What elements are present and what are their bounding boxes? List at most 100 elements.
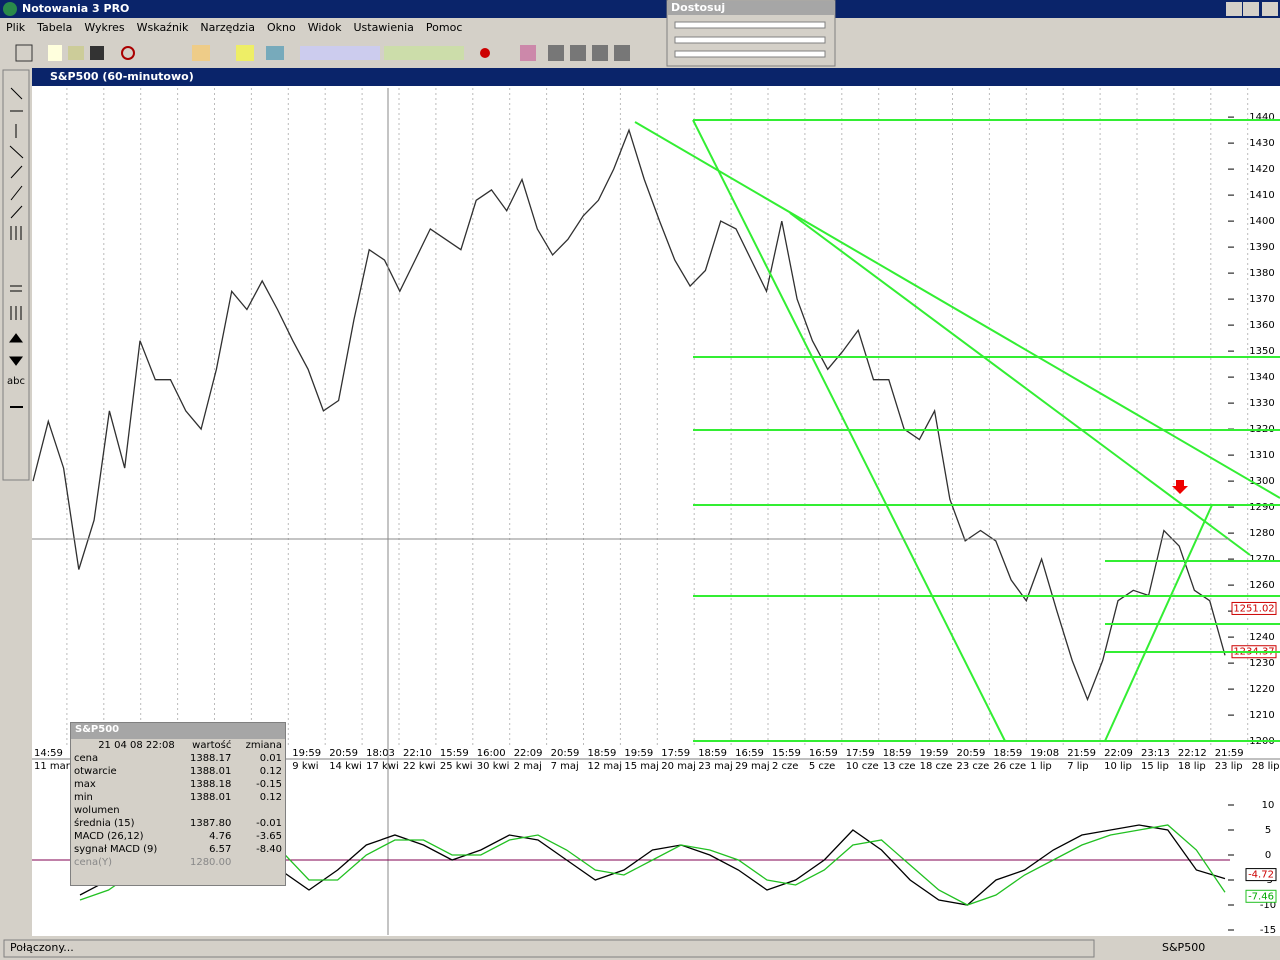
info-row: wolumen (71, 804, 285, 817)
y-tick-label: 1400 (1249, 216, 1274, 227)
info-row: MACD (26,12) 4.76 -3.65 (71, 830, 285, 843)
x-date-label: 11 mar (34, 761, 71, 772)
info-cell: 1387.80 (189, 818, 232, 829)
x-time-label: 17:59 (661, 748, 690, 759)
y-tick-label: -15 (1260, 925, 1276, 936)
info-cell: MACD (26,12) (74, 831, 144, 842)
info-cell: 1388.18 (189, 779, 232, 790)
text-tool[interactable]: abc (7, 376, 25, 387)
y-tick-label: 1380 (1249, 268, 1274, 279)
menu-bar: Plik Tabela Wykres Wskaźnik Narzędzia Okno Wid… (6, 21, 462, 34)
info-cell: cena (74, 753, 99, 764)
info-title: S&P500 (71, 723, 285, 739)
toolbar-icons[interactable] (15, 44, 630, 62)
value-tag-label: -4.72 (1248, 870, 1274, 881)
col-head: wartość (192, 740, 232, 751)
x-time-label: 18:59 (993, 748, 1022, 759)
info-cell: sygnał MACD (9) (74, 844, 158, 855)
info-cell: otwarcie (74, 766, 117, 777)
drawing-tools[interactable] (2, 69, 30, 481)
value-tag (1245, 868, 1277, 882)
info-cell: -8.40 (256, 844, 282, 855)
menu-item[interactable]: Narzędzia (200, 21, 255, 34)
y-tick-label: -10 (1260, 900, 1276, 911)
x-time-label: 19:08 (1030, 748, 1059, 759)
info-cell: 0.12 (259, 766, 282, 777)
y-tick-label: 1220 (1249, 684, 1274, 695)
menu-item[interactable]: Ustawienia (353, 21, 413, 34)
window-buttons[interactable] (1226, 2, 1278, 16)
x-time-label: 22:12 (1178, 748, 1207, 759)
drawing-tool-icons[interactable] (9, 87, 24, 408)
x-date-label: 26 cze (993, 761, 1026, 772)
info-row: średnia (15) 1387.80 -0.01 (71, 817, 285, 830)
info-cell: max (74, 779, 96, 790)
menu-item[interactable]: Widok (308, 21, 342, 34)
x-time-label: 17:59 (846, 748, 875, 759)
y-tick-label: 1430 (1249, 138, 1274, 149)
menu-item[interactable]: Tabela (36, 21, 72, 34)
info-cell: 1388.01 (189, 766, 232, 777)
sliders[interactable] (674, 21, 826, 58)
price-tag (1231, 601, 1277, 615)
dostosuj-title: Dostosuj (671, 1, 725, 14)
y-tick-label: 1280 (1249, 528, 1274, 539)
y-tick-label: 1390 (1249, 242, 1274, 253)
x-time-label: 19:59 (292, 748, 321, 759)
y-tick-label: 1420 (1249, 164, 1274, 175)
info-cell: 1280.00 (189, 857, 232, 868)
x-time-label: 20:59 (957, 748, 986, 759)
x-date-label: 14 kwi (329, 761, 362, 772)
y-tick-label: 5 (1265, 825, 1271, 836)
info-row: min 1388.01 0.12 (71, 791, 285, 804)
y-tick-label: 1330 (1249, 398, 1274, 409)
info-cell: -0.01 (256, 818, 282, 829)
x-date-label: 7 maj (551, 761, 579, 772)
info-cell: -0.15 (256, 779, 282, 790)
menu-item[interactable]: Pomoc (426, 21, 462, 34)
x-date-label: 2 cze (772, 761, 798, 772)
toolbar (0, 39, 1280, 65)
y-tick-label: 1410 (1249, 190, 1274, 201)
menu-item[interactable]: Okno (267, 21, 296, 34)
x-date-label: 5 cze (809, 761, 835, 772)
x-date-label: 13 cze (883, 761, 916, 772)
price-line (32, 128, 1226, 702)
y-tick-label: 1440 (1249, 112, 1274, 123)
menu-item[interactable]: Wykres (84, 21, 125, 34)
x-date-label: 18 cze (920, 761, 953, 772)
dostosuj-window: Dostosuj (666, 0, 836, 67)
info-cell: min (74, 792, 93, 803)
status-cell (3, 939, 1095, 958)
x-time-label: 22:09 (514, 748, 543, 759)
info-table: 21 04 08 22:08 wartość zmiana cena 1388.17 0… (71, 739, 285, 869)
x-time-label: 21:59 (1215, 748, 1244, 759)
x-time-label: 20:59 (551, 748, 580, 759)
status-bar (0, 938, 1280, 960)
chart-window-title: S&P500 (60-minutowo) (50, 70, 194, 83)
x-time-label: 14:59 (34, 748, 63, 759)
x-time-label: 16:00 (477, 748, 506, 759)
x-time-label: 22:10 (403, 748, 432, 759)
x-date-label: 28 lip (1252, 761, 1280, 772)
info-row: cena(Y) 1280.00 (71, 856, 285, 869)
x-time-label: 20:59 (329, 748, 358, 759)
status-symbol: S&P500 (1162, 941, 1205, 954)
info-cell: 4.76 (209, 831, 232, 842)
y-tick-label: 1350 (1249, 346, 1274, 357)
app-icon (3, 2, 17, 16)
info-cell: średnia (15) (74, 818, 135, 829)
info-cell: wolumen (74, 805, 120, 816)
col-head: zmiana (245, 740, 282, 751)
x-date-label: 23 maj (698, 761, 733, 772)
x-time-label: 19:59 (920, 748, 949, 759)
menu-item[interactable]: Wskaźnik (137, 21, 189, 34)
x-date-label: 30 kwi (477, 761, 510, 772)
info-cell (178, 804, 235, 817)
value-tag (1245, 889, 1277, 903)
info-date: 21 04 08 22:08 (98, 740, 175, 751)
drawing-objects (634, 119, 1280, 742)
y-tick-label: 1270 (1249, 554, 1274, 565)
status-text: Połączony... (10, 941, 74, 954)
menu-item[interactable]: Plik (6, 21, 26, 34)
